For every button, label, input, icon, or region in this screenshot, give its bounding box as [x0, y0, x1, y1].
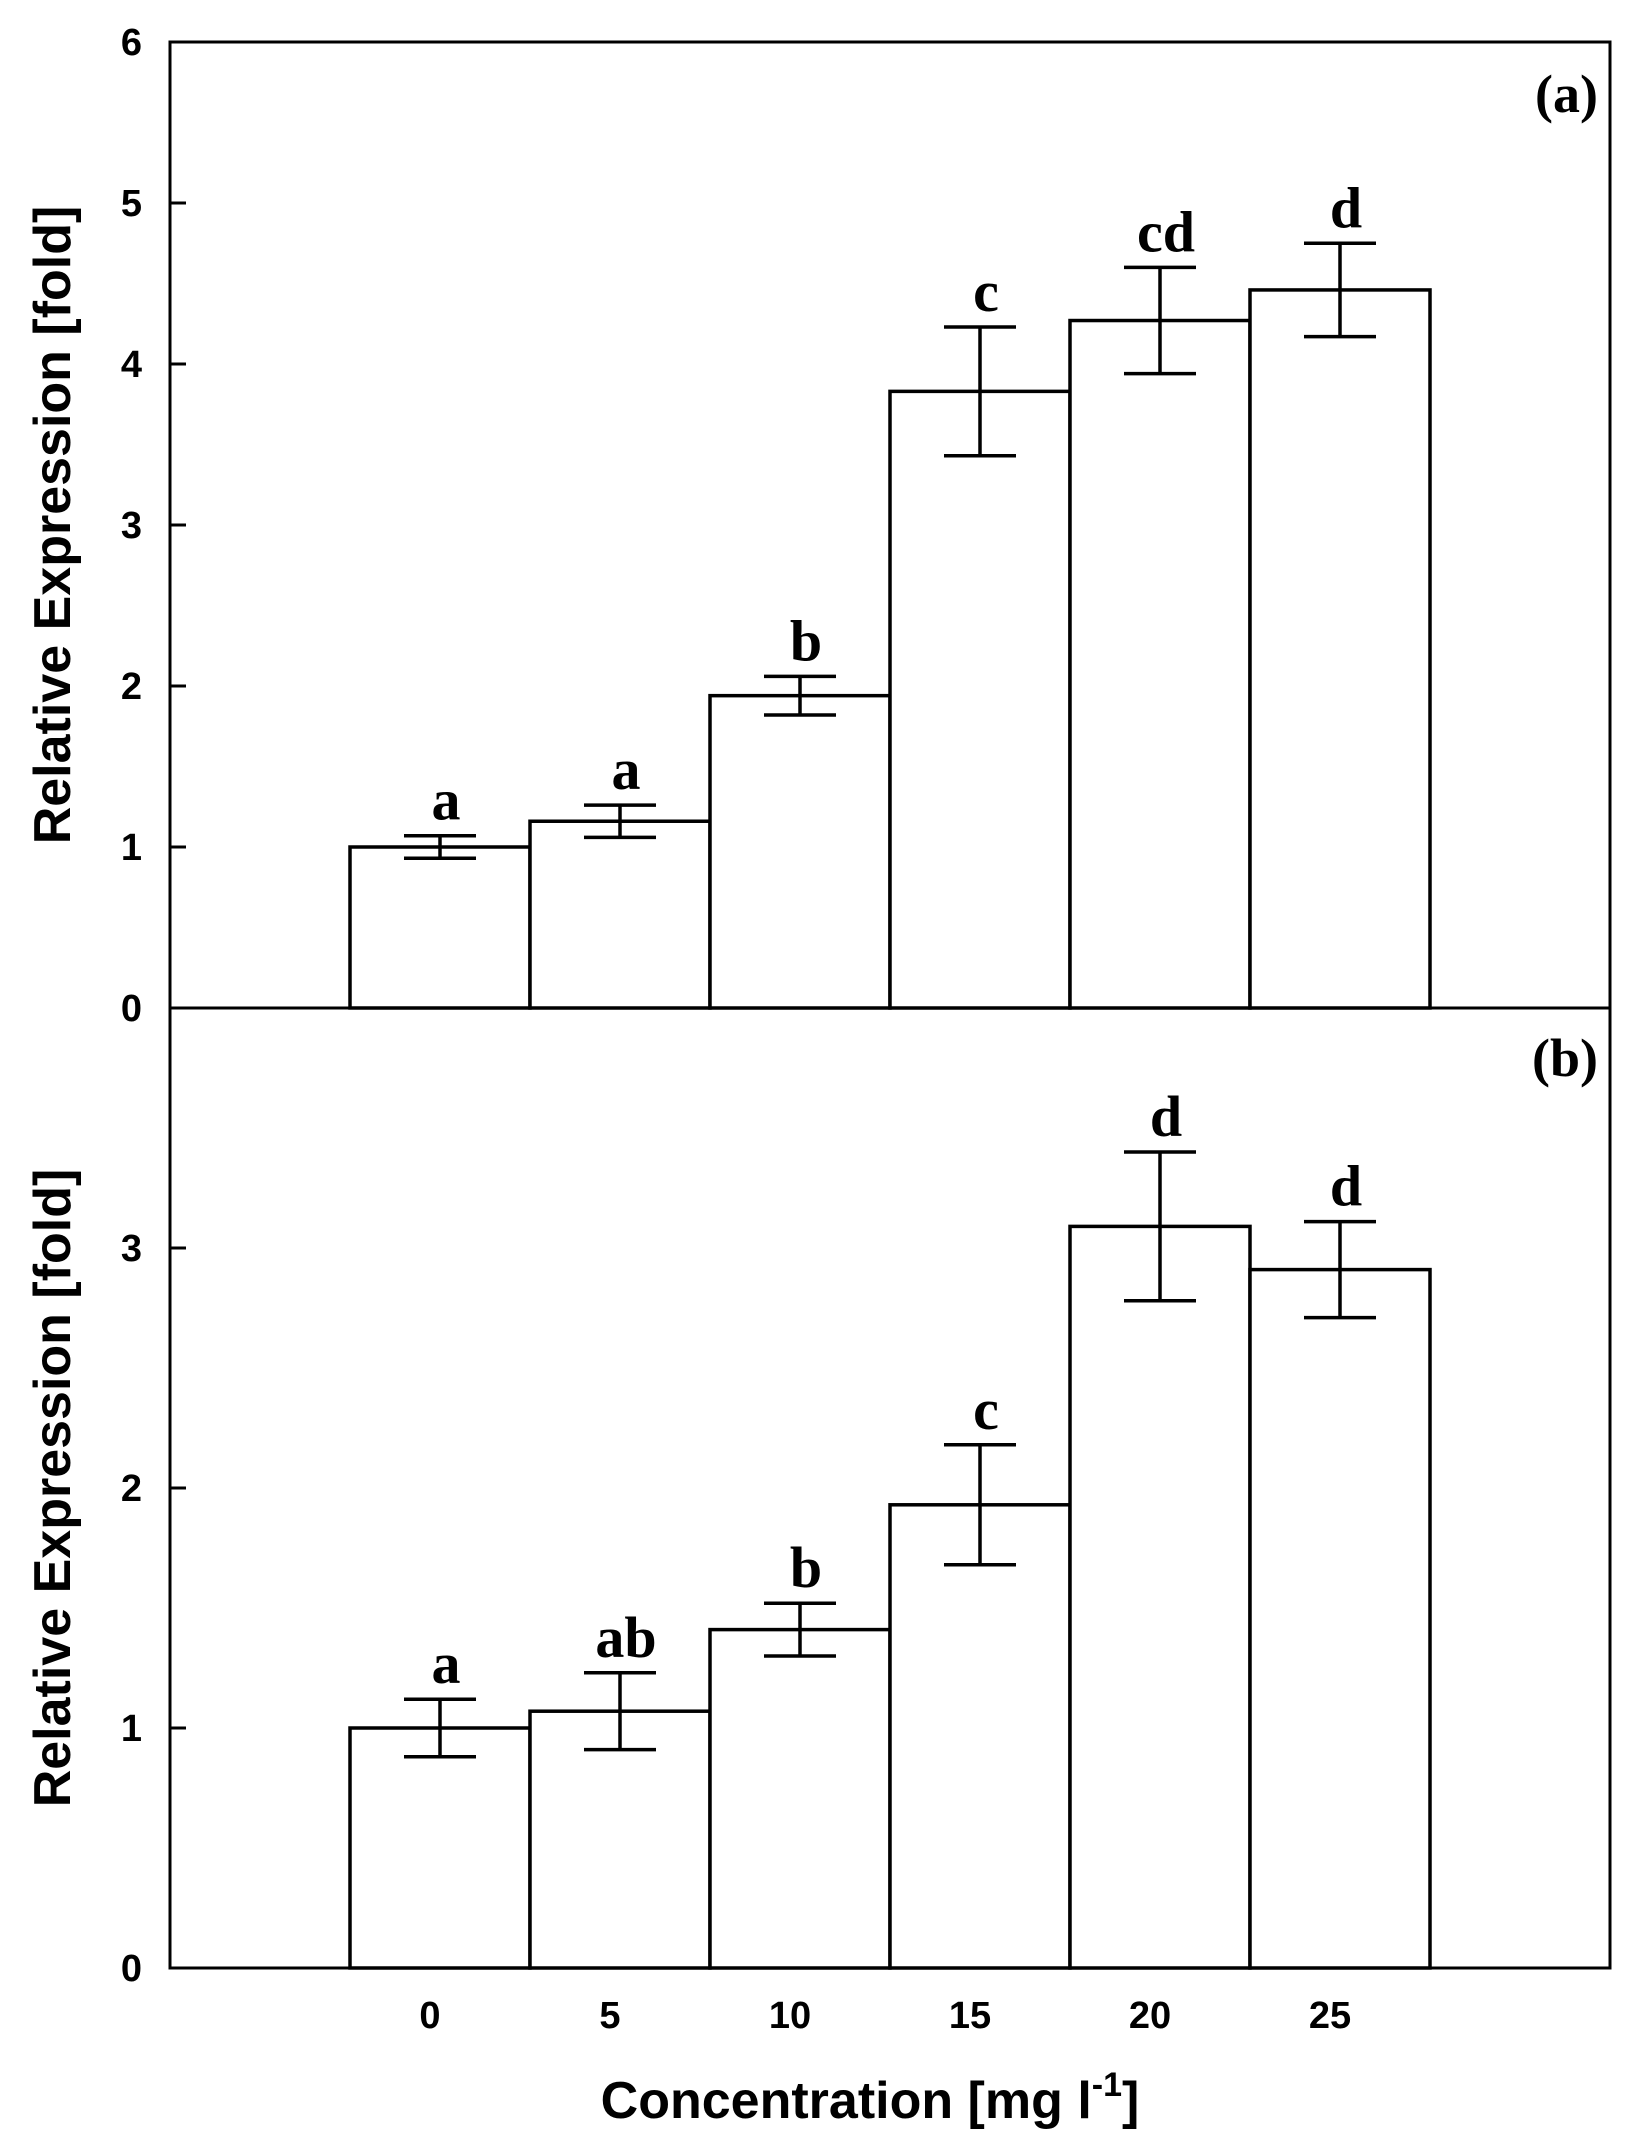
panel-b-significance-25: d — [1330, 1154, 1362, 1219]
panel-b-error-bar-5 — [584, 1671, 656, 1752]
panel-b-bar-15 — [888, 1503, 1072, 1970]
panel-a-significance-10: b — [790, 608, 822, 673]
x-tick-label-20: 20 — [1129, 1995, 1171, 2037]
panel-a-bar-25 — [1248, 288, 1432, 1010]
x-axis-title: Concentration [mg l-1] — [601, 2066, 1140, 2130]
panel-a-y-tick-label-0: 0 — [121, 988, 142, 1030]
panel-b-y-tick-label-3: 3 — [121, 1228, 142, 1270]
x-tick-label-5: 5 — [599, 1995, 620, 2037]
panel-a-bar-0 — [348, 845, 532, 1010]
panel-a-bar-5 — [528, 819, 712, 1010]
x-tick-label-10: 10 — [769, 1995, 811, 2037]
panel-a-bars — [348, 288, 1432, 1010]
panel-a-error-bars — [404, 241, 1376, 861]
panel-b-y-ticks: 0 1 2 3 — [121, 1228, 186, 1990]
panel-a-error-bar-15 — [944, 325, 1016, 458]
panel-b-bar-5 — [528, 1709, 712, 1970]
panel-b-x-ticks: 0 5 10 15 20 25 — [419, 1995, 1351, 2037]
panel-a-y-tick-label-2: 2 — [121, 666, 142, 708]
panel-b-significance-letters: a ab b c d d — [432, 1084, 1363, 1696]
panel-b-bar-0 — [348, 1726, 532, 1970]
panel-a-significance-20: cd — [1137, 199, 1195, 264]
x-axis-title-suffix: ] — [1122, 2072, 1139, 2130]
panel-a-error-bar-25 — [1304, 241, 1376, 339]
panel-b-y-tick-label-1: 1 — [121, 1708, 142, 1750]
panel-a-label: (a) — [1535, 64, 1598, 124]
panel-a-error-bar-5 — [584, 803, 656, 840]
panel-a-y-tick-label-6: 6 — [121, 22, 142, 64]
panel-a-error-bar-20 — [1124, 265, 1196, 376]
panel-a-significance-5: a — [612, 737, 641, 802]
panel-a-y-tick-label-3: 3 — [121, 505, 142, 547]
panel-a-significance-letters: a a b c cd d — [432, 175, 1363, 832]
panel-a-bar-15 — [888, 389, 1072, 1010]
panel-b-significance-10: b — [790, 1535, 822, 1600]
panel-a-y-ticks: 0 1 2 3 4 5 6 — [121, 22, 186, 1030]
x-axis-title-superscript: -1 — [1092, 2066, 1122, 2104]
panel-b-error-bar-10 — [764, 1601, 836, 1658]
panel-a-y-tick-label-5: 5 — [121, 183, 142, 225]
panel-b-bar-10 — [708, 1627, 892, 1970]
x-tick-label-15: 15 — [949, 1995, 991, 2037]
panel-a-y-tick-label-1: 1 — [121, 827, 142, 869]
panel-b-error-bar-15 — [944, 1443, 1016, 1567]
panel-b-error-bar-0 — [404, 1697, 476, 1759]
panel-b-y-axis-title: Relative Expression [fold] — [24, 1169, 82, 1808]
panel-b-error-bar-25 — [1304, 1219, 1376, 1320]
panel-a: 0 1 2 3 4 5 6 a a b c cd d (a) Relative Expression … — [24, 22, 1612, 1030]
x-axis-title-main: Concentration [mg l — [601, 2072, 1092, 2130]
panel-a-significance-15: c — [973, 259, 999, 324]
panel-b-y-tick-label-2: 2 — [121, 1468, 142, 1510]
panel-a-y-tick-label-4: 4 — [121, 344, 142, 386]
panel-b-significance-5: ab — [595, 1605, 656, 1670]
panel-a-y-axis-title: Relative Expression [fold] — [24, 206, 82, 845]
panel-b-bar-20 — [1068, 1224, 1252, 1970]
panel-b-bar-25 — [1248, 1267, 1432, 1970]
panel-a-bar-20 — [1068, 318, 1252, 1010]
panel-a-error-bar-10 — [764, 674, 836, 717]
x-tick-label-0: 0 — [419, 1995, 440, 2037]
x-tick-label-25: 25 — [1309, 1995, 1351, 2037]
panel-b-error-bar-20 — [1124, 1150, 1196, 1303]
panel-a-significance-25: d — [1330, 175, 1362, 240]
panel-b-error-bars — [404, 1150, 1376, 1759]
panel-b-significance-20: d — [1150, 1084, 1182, 1149]
panel-b-label: (b) — [1532, 1028, 1598, 1088]
panel-b-y-tick-label-0: 0 — [121, 1948, 142, 1990]
panel-a-significance-0: a — [432, 768, 461, 833]
panel-b-significance-15: c — [973, 1377, 999, 1442]
panel-b-significance-0: a — [432, 1631, 461, 1696]
panel-a-error-bar-0 — [404, 833, 476, 861]
panel-a-bar-10 — [708, 693, 892, 1010]
panel-b: 0 1 2 3 0 5 10 15 20 25 a ab b c d d (b) Relative Exp… — [24, 1006, 1612, 2037]
panel-b-bars — [348, 1224, 1432, 1970]
